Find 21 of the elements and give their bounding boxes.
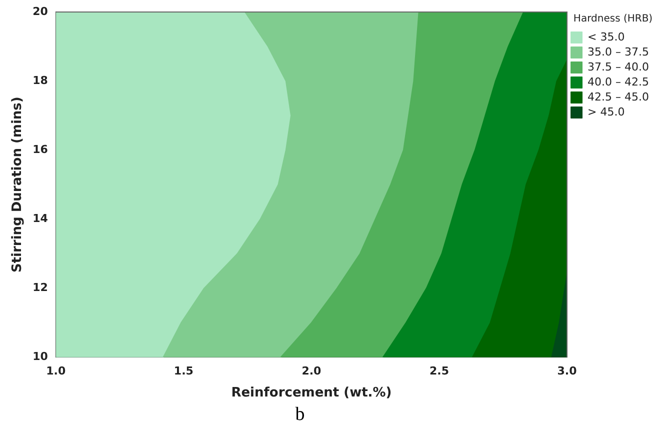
legend-label: < 35.0 [588, 30, 625, 44]
y-tick-label: 10 [32, 350, 48, 364]
y-tick-label: 14 [32, 212, 48, 225]
legend-label: 40.0 – 42.5 [588, 75, 650, 88]
text: b [294, 404, 306, 426]
x-tick-label: 3.0 [557, 364, 578, 378]
y-tick-label: 18 [32, 74, 48, 87]
x-tick-label: 1.5 [174, 364, 194, 378]
x-axis-title: Reinforcement (wt.%) [231, 386, 392, 401]
legend-label: 35.0 – 37.5 [588, 45, 650, 58]
x-tick-label: 1.0 [46, 364, 66, 378]
legend-title: Hardness (HRB) [573, 14, 653, 25]
y-tick-label: 20 [32, 4, 48, 18]
legend-label: 37.5 – 40.0 [588, 60, 650, 74]
x-tick-label: 2.5 [429, 364, 449, 378]
y-tick-label: 12 [32, 281, 48, 294]
x-tick-label: 2.0 [302, 364, 322, 378]
y-tick-label: 16 [32, 142, 48, 156]
legend-label: 42.5 – 45.0 [588, 90, 650, 104]
y-axis-title: Stirring Duration (mins) [10, 96, 26, 273]
legend-label: > 45.0 [588, 105, 625, 118]
